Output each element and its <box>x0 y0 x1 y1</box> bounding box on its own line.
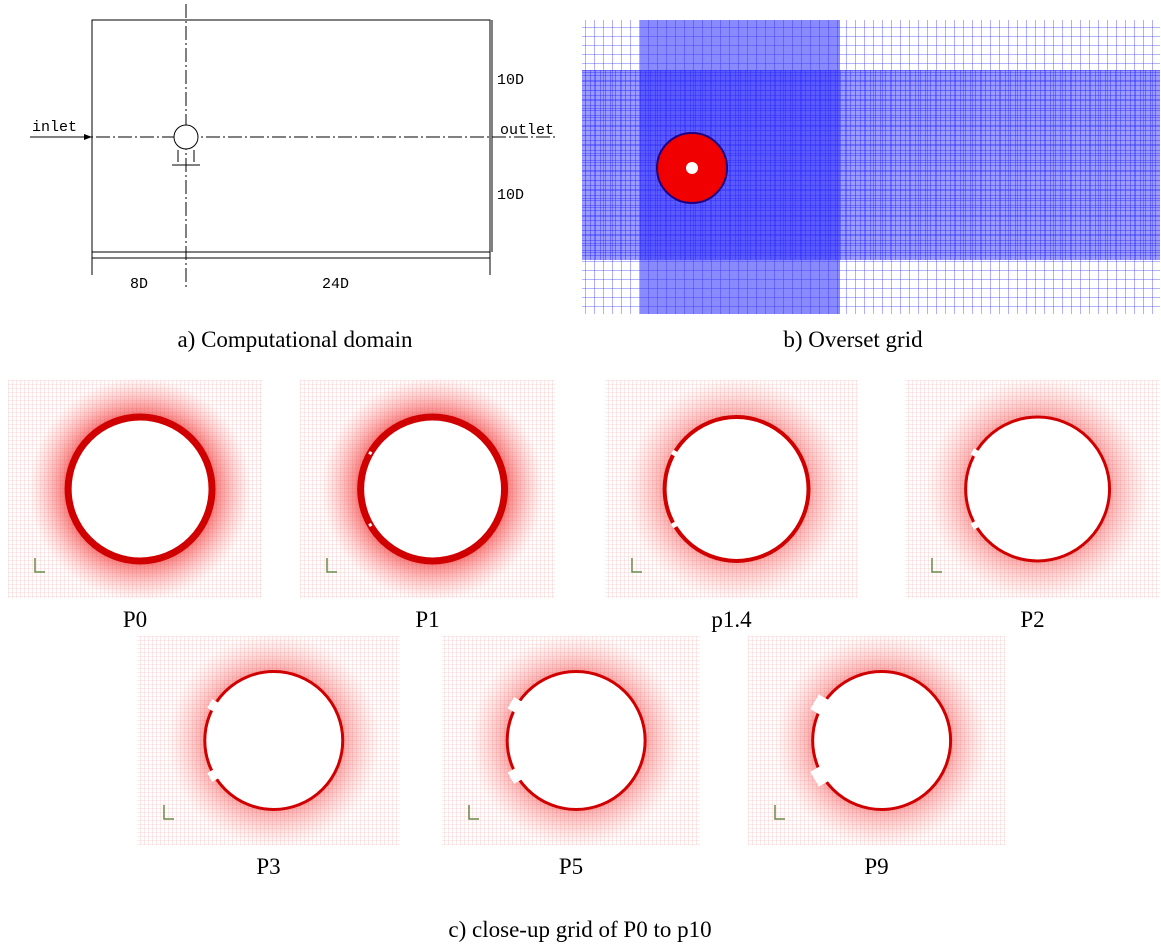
outlet-label: outlet <box>500 122 554 139</box>
dim-label: 24D <box>322 276 349 293</box>
cylinder <box>507 672 645 810</box>
cylinder <box>361 417 505 561</box>
cylinder <box>205 672 343 810</box>
closeup-panel: P5 <box>442 634 700 879</box>
panel-label: P5 <box>559 854 583 879</box>
closeups: P0 P1 p1.4 P2 P3 P5 P9 <box>8 377 1160 879</box>
caption: b) Overset grid <box>783 327 923 352</box>
figure: inlet outlet 10D 10D 8D 24D a) Computati… <box>0 0 1161 952</box>
caption: a) Computational domain <box>177 327 413 352</box>
cylinder <box>68 417 212 561</box>
closeup-panel: P9 <box>748 634 1005 879</box>
domain-box <box>92 20 490 252</box>
panel-label: P9 <box>864 854 888 879</box>
panel-label: P3 <box>256 854 280 879</box>
panel-label: P1 <box>415 607 439 632</box>
closeup-panel: P3 <box>137 634 400 879</box>
closeup-panel: P0 <box>8 377 262 632</box>
closeup-panel: p1.4 <box>605 377 858 632</box>
cylinder <box>813 672 951 810</box>
panel-label: P2 <box>1020 607 1044 632</box>
cylinder <box>665 417 809 561</box>
overset-grid <box>582 20 1160 314</box>
closeup-panel: P1 <box>300 377 555 632</box>
panel-label: p1.4 <box>711 607 752 632</box>
cylinder <box>174 125 198 149</box>
caption: c) close-up grid of P0 to p10 <box>448 917 711 942</box>
domain-sketch: inlet outlet 10D 10D 8D 24D <box>30 4 555 293</box>
cylinder <box>966 417 1110 561</box>
closeup-panel: P2 <box>905 377 1160 632</box>
inlet-label: inlet <box>32 119 77 136</box>
dim-label: 8D <box>130 276 148 293</box>
panel-label: P0 <box>123 607 147 632</box>
dim-label: 10D <box>497 72 524 89</box>
dim-label: 10D <box>497 187 524 204</box>
